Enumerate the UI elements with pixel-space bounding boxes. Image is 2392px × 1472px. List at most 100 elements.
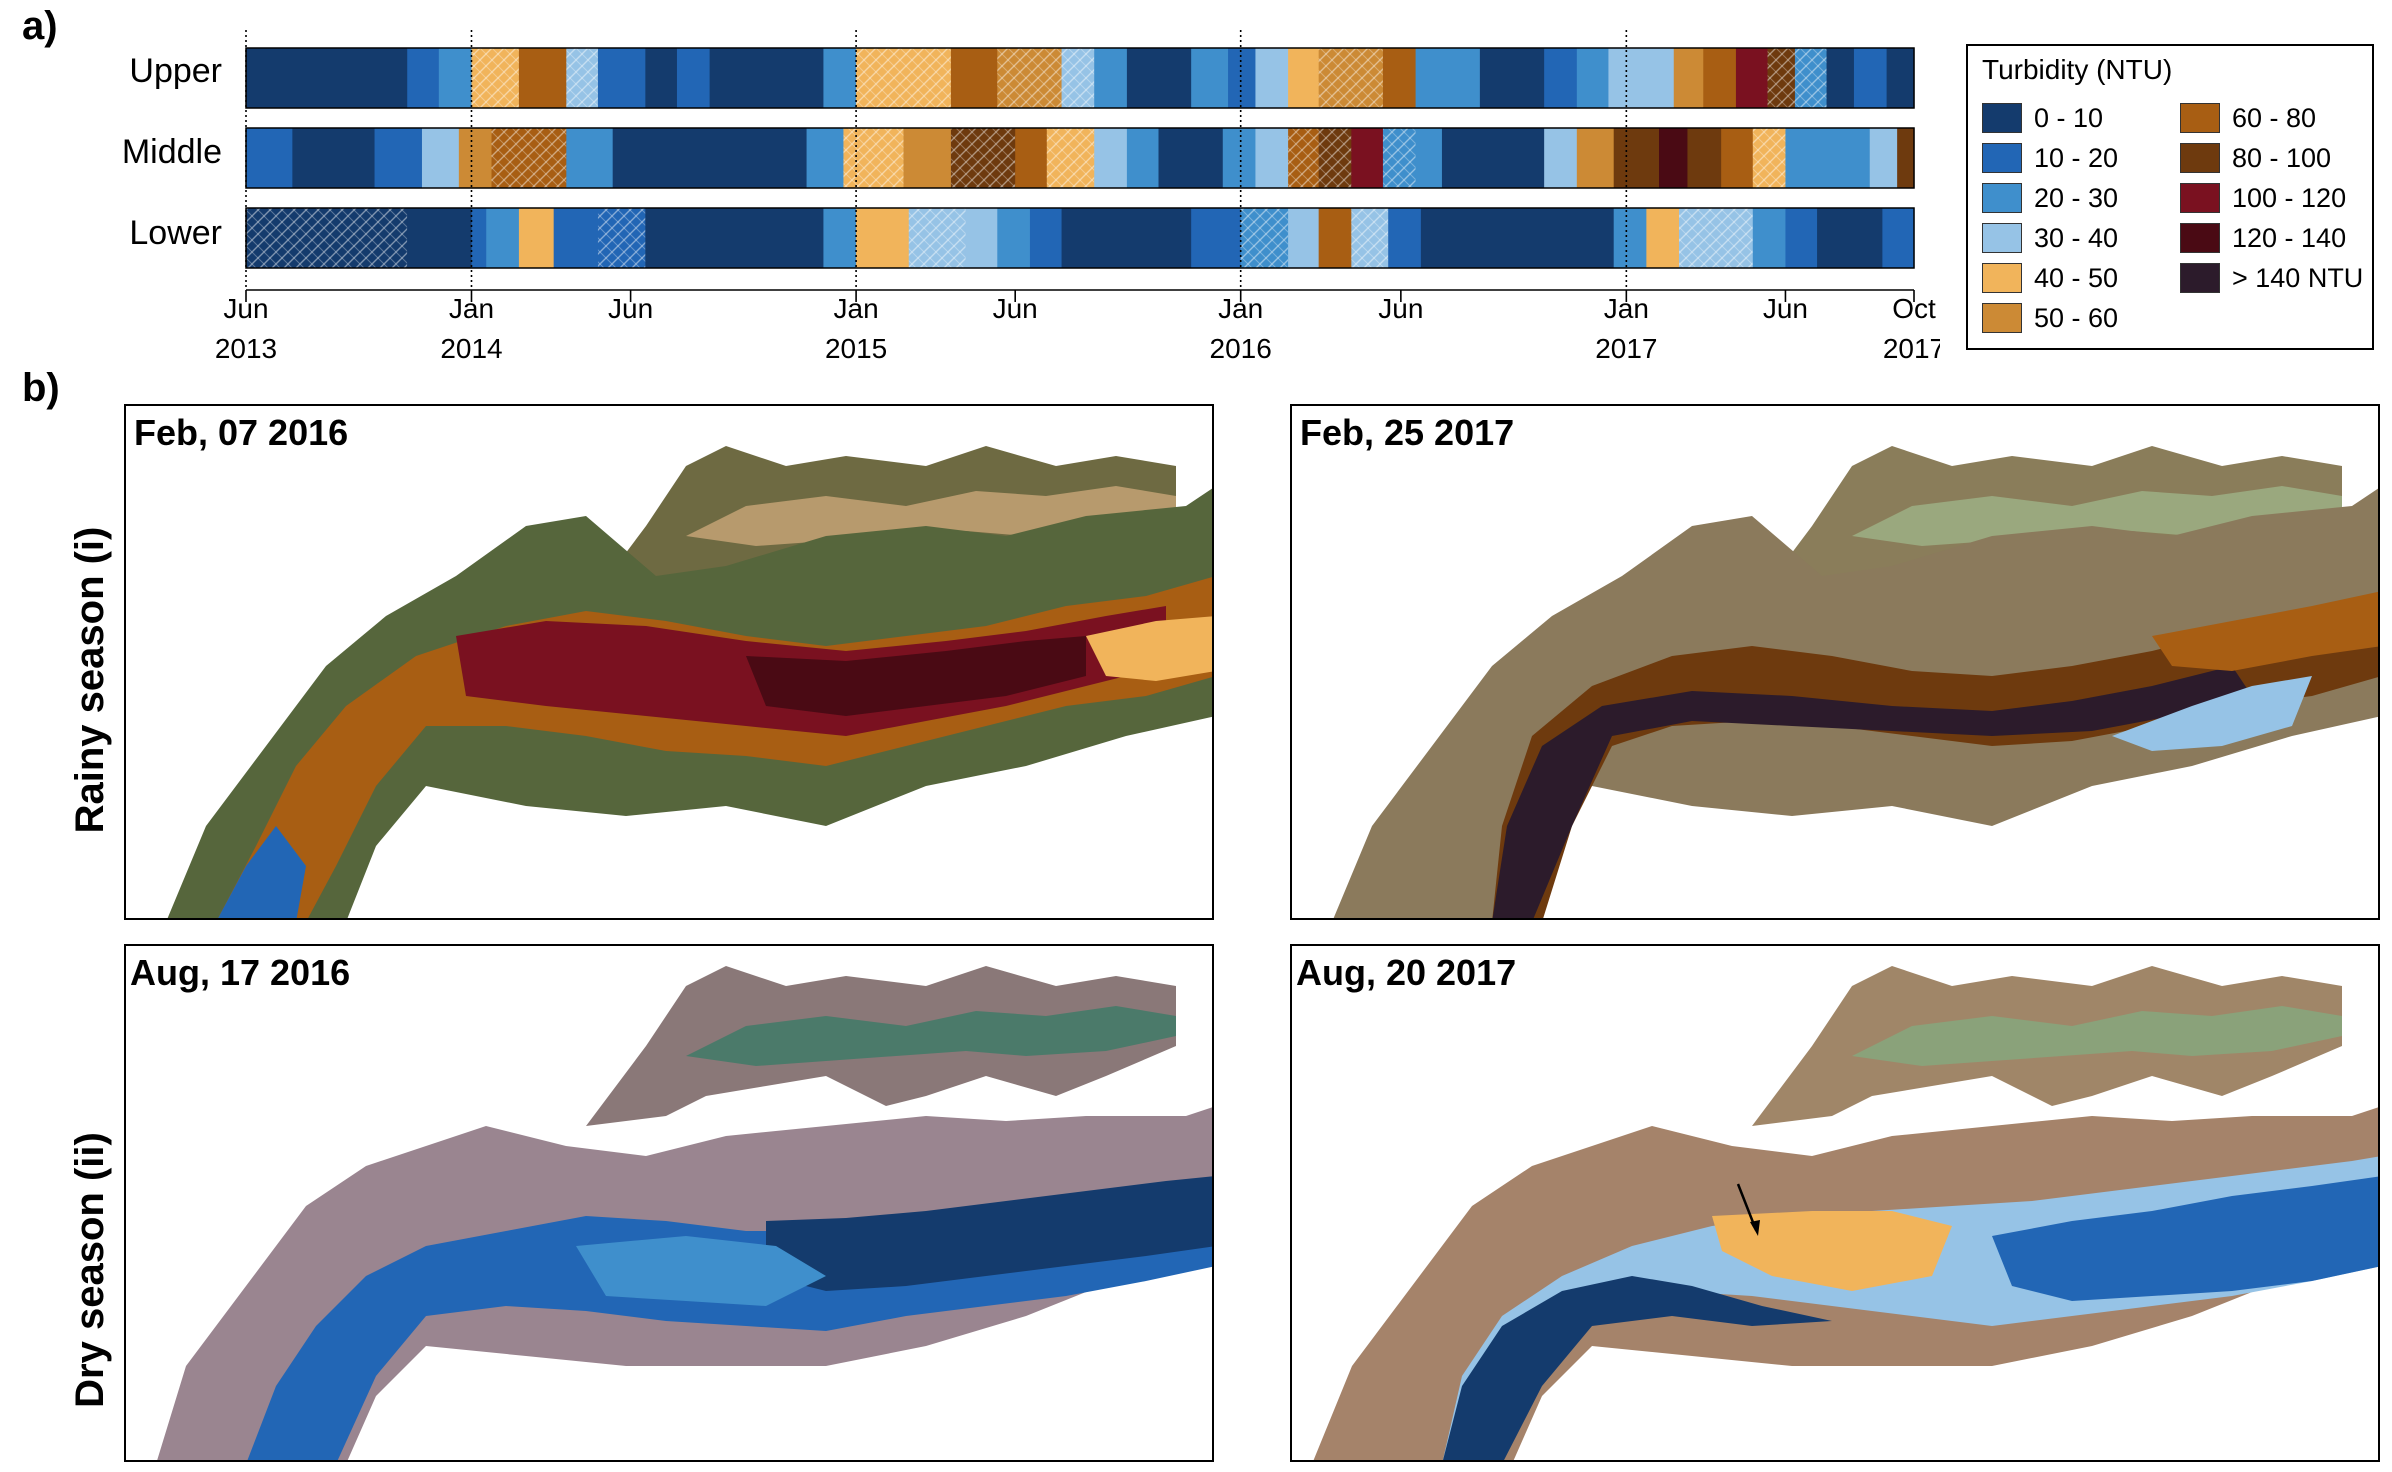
timeline-segment <box>1158 128 1224 188</box>
map-date-label: Aug, 17 2016 <box>130 952 351 993</box>
timeline-segment <box>1191 48 1229 108</box>
legend-label: 80 - 100 <box>2232 142 2332 173</box>
timeline-segment <box>1703 48 1737 108</box>
timeline-segment-hatch <box>856 48 951 108</box>
x-tick-label-month: Jan <box>449 293 494 324</box>
legend-swatch <box>2180 143 2220 173</box>
reservoir-map-image <box>167 446 1212 918</box>
timeline-segment <box>1613 128 1660 188</box>
timeline-segment <box>1288 48 1320 108</box>
x-tick-label-year: 2017 <box>1595 333 1657 364</box>
timeline-segment <box>806 128 845 188</box>
x-tick-label-year: 2015 <box>825 333 887 364</box>
panel-a-label: a) <box>22 4 58 48</box>
legend-label: 100 - 120 <box>2232 182 2347 213</box>
reservoir-map-image <box>157 966 1212 1460</box>
timeline-segment <box>1735 48 1769 108</box>
rainy-season-label: Rainy season (i) <box>68 526 112 834</box>
timeline-segment <box>1228 48 1257 108</box>
map-panel-rainy-2017: Feb, 25 2017 <box>1290 404 2380 920</box>
timeline-segment-hatch <box>566 48 598 108</box>
timeline-segment-hatch <box>1752 128 1786 188</box>
timeline-segment <box>856 208 910 268</box>
legend-swatch <box>1982 103 2022 133</box>
panel-b-label: b) <box>22 366 60 410</box>
timeline-segment <box>1351 128 1384 188</box>
timeline-segment <box>1415 48 1481 108</box>
timeline-segment <box>1897 128 1915 188</box>
legend-title: Turbidity (NTU) <box>1982 54 2173 85</box>
timeline-segment <box>1388 208 1422 268</box>
timeline-segment <box>1608 48 1675 108</box>
timeline-segment <box>1382 48 1417 108</box>
legend-item: 120 - 140 <box>2180 218 2363 258</box>
x-tick-label-year: 2013 <box>215 333 277 364</box>
timeline-segment <box>1576 48 1610 108</box>
timeline-segment-hatch <box>1240 208 1289 268</box>
row-label-lower: Lower <box>129 214 222 252</box>
timeline-segment <box>1544 128 1578 188</box>
timeline-segment <box>1415 128 1443 188</box>
timeline-segment <box>1721 128 1754 188</box>
timeline-segment <box>823 48 857 108</box>
timeline-segment <box>1222 128 1257 188</box>
timeline-segment <box>1094 48 1128 108</box>
timeline-segment-hatch <box>1767 48 1795 108</box>
timeline-segment <box>1853 48 1888 108</box>
legend-swatch <box>2180 103 2220 133</box>
timeline-segment <box>597 48 646 108</box>
timeline-segment-hatch <box>1061 48 1095 108</box>
timeline-segment <box>1420 208 1615 268</box>
timeline-segment <box>1869 128 1898 188</box>
timeline-segment <box>645 208 825 268</box>
timeline-segment <box>709 48 825 108</box>
timeline-segment-hatch <box>246 208 408 268</box>
timeline-segment <box>645 48 678 108</box>
timeline-segment <box>1886 48 1915 108</box>
x-tick-label-month: Jan <box>1218 293 1263 324</box>
legend-item: 20 - 30 <box>1982 178 2118 218</box>
timeline-segment-hatch <box>908 208 966 268</box>
timeline-segment <box>471 208 487 268</box>
legend-swatch <box>2180 183 2220 213</box>
timeline-segment <box>997 208 1031 268</box>
timeline-segment <box>1255 48 1289 108</box>
timeline-segment-hatch <box>1679 208 1753 268</box>
map-date-label: Feb, 07 2016 <box>134 412 349 453</box>
legend: Turbidity (NTU) 0 - 10 10 - 20 20 - 30 30 -… <box>1966 44 2374 350</box>
timeline-segment <box>903 128 952 188</box>
legend-item: 50 - 60 <box>1982 298 2118 338</box>
timeline-segment <box>1094 128 1128 188</box>
x-tick-label-month: Jun <box>1378 293 1423 324</box>
timeline-segment <box>823 208 857 268</box>
timeline-segment-hatch <box>997 48 1062 108</box>
timeline-segment <box>965 208 998 268</box>
timeline-segment-hatch <box>1046 128 1095 188</box>
timeline-segment-hatch <box>950 128 1016 188</box>
timeline-segment <box>1029 208 1063 268</box>
timeline-segment <box>374 128 423 188</box>
x-tick-label-month: Jun <box>993 293 1038 324</box>
timeline-segment <box>518 208 555 268</box>
timeline-segment <box>518 48 567 108</box>
timeline-segment-hatch <box>843 128 904 188</box>
timeline-segment <box>1441 128 1545 188</box>
legend-item: 0 - 10 <box>1982 98 2118 138</box>
timeline-segment <box>1126 48 1192 108</box>
legend-label: 20 - 30 <box>2034 182 2119 213</box>
timeline-segment <box>1318 208 1352 268</box>
legend-label: 40 - 50 <box>2034 262 2119 293</box>
legend-item: 30 - 40 <box>1982 218 2118 258</box>
timeline-segment-hatch <box>491 128 567 188</box>
legend-swatch <box>1982 183 2022 213</box>
timeline-row-outline <box>245 127 1915 189</box>
x-tick-label-year: 2014 <box>440 333 502 364</box>
timeline-segment <box>1613 208 1647 268</box>
timeline-segment-hatch <box>1288 128 1319 188</box>
dry-season-label: Dry season (ii) <box>68 1132 112 1408</box>
timeline-segment <box>1659 128 1689 188</box>
timeline-segment <box>1673 48 1704 108</box>
legend-swatch <box>1982 263 2022 293</box>
timeline-segment <box>1785 208 1818 268</box>
legend-item: 80 - 100 <box>2180 138 2363 178</box>
